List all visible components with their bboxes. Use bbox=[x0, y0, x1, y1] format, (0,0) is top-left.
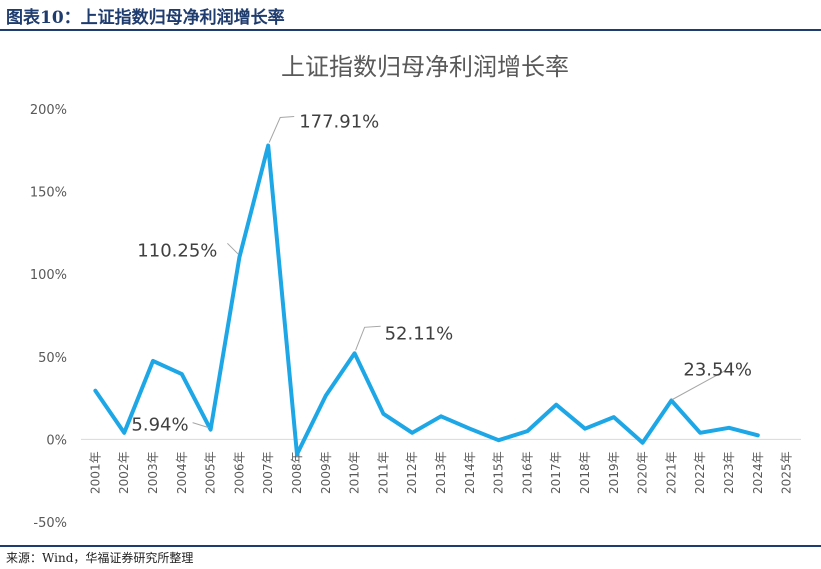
header-rule bbox=[0, 29, 821, 31]
y-tick-label: 50% bbox=[38, 351, 67, 366]
x-tick-label: 2018年 bbox=[578, 451, 592, 494]
x-axis: 2001年 2002年 2003年 2004年 2005年 2006年 2007年 2008年… bbox=[81, 438, 801, 494]
data-point bbox=[698, 431, 702, 435]
source-note: 来源：Wind，华福证券研究所整理 bbox=[6, 551, 194, 565]
data-point bbox=[525, 429, 529, 433]
data-point bbox=[612, 415, 616, 419]
data-label-leader bbox=[192, 422, 209, 429]
x-tick-label: 2003年 bbox=[146, 451, 160, 494]
data-label: 52.11% bbox=[385, 323, 454, 344]
x-tick-label: 2015年 bbox=[492, 451, 506, 494]
x-tick-label: 2022年 bbox=[693, 451, 707, 494]
data-label: 110.25% bbox=[137, 240, 217, 261]
x-tick-label: 2017年 bbox=[549, 451, 563, 494]
series-line bbox=[93, 143, 760, 457]
x-tick-label: 2024年 bbox=[751, 451, 765, 494]
x-tick-label: 2014年 bbox=[463, 451, 477, 494]
data-point bbox=[237, 255, 241, 259]
x-tick-label: 2002年 bbox=[117, 451, 131, 494]
y-tick-label: -50% bbox=[33, 516, 67, 531]
figure-title: 图表10：上证指数归母净利润增长率 bbox=[6, 8, 285, 28]
x-tick-label: 2004年 bbox=[175, 451, 189, 494]
x-tick-label: 2025年 bbox=[780, 451, 794, 494]
data-point bbox=[295, 452, 299, 456]
x-tick-label: 2008年 bbox=[290, 451, 304, 494]
data-label-leader bbox=[355, 325, 381, 351]
chart-title: 上证指数归母净利润增长率 bbox=[281, 53, 569, 81]
x-tick-label: 2006年 bbox=[232, 451, 246, 494]
data-point bbox=[122, 431, 126, 435]
x-tick-label: 2013年 bbox=[434, 451, 448, 494]
data-point bbox=[209, 428, 213, 432]
data-point bbox=[468, 427, 472, 431]
y-tick-label: 150% bbox=[30, 186, 67, 201]
data-point bbox=[641, 441, 645, 445]
x-tick-label: 2021年 bbox=[664, 451, 678, 494]
x-tick-label: 2023年 bbox=[722, 451, 736, 494]
x-tick-label: 2009年 bbox=[319, 451, 333, 494]
x-tick-label: 2011年 bbox=[376, 451, 390, 494]
data-label-layer: 5.94% 110.25% 177.91% 52.11% 23.54% bbox=[131, 111, 752, 435]
data-label-leader bbox=[268, 116, 295, 143]
data-point bbox=[180, 372, 184, 376]
y-tick-label: 0% bbox=[46, 433, 67, 448]
y-tick-label: 100% bbox=[30, 268, 67, 283]
data-point bbox=[669, 399, 673, 403]
data-point bbox=[93, 389, 97, 393]
data-point bbox=[381, 412, 385, 416]
x-tick-label: 2001年 bbox=[88, 451, 102, 494]
x-tick-label: 2020年 bbox=[636, 451, 650, 494]
data-label-leader bbox=[227, 242, 239, 255]
data-point bbox=[554, 403, 558, 407]
x-tick-label: 2016年 bbox=[520, 451, 534, 494]
line-chart: 上证指数归母净利润增长率 -50% 0% 50% 100% 150% 200% 2001年… bbox=[30, 53, 801, 531]
x-tick-label: 2010年 bbox=[348, 451, 362, 494]
x-tick-label: 2012年 bbox=[405, 451, 419, 494]
x-tick-label: 2005年 bbox=[204, 451, 218, 494]
data-label: 23.54% bbox=[683, 360, 752, 381]
data-point bbox=[583, 427, 587, 431]
data-point bbox=[151, 359, 155, 363]
y-tick-label: 200% bbox=[30, 103, 67, 118]
data-point bbox=[756, 433, 760, 437]
x-tick-label: 2007年 bbox=[261, 451, 275, 494]
footer-rule bbox=[0, 545, 821, 547]
data-label: 177.91% bbox=[299, 111, 379, 132]
data-point bbox=[497, 438, 501, 442]
data-point bbox=[727, 426, 731, 430]
data-point bbox=[410, 431, 414, 435]
data-point bbox=[266, 143, 270, 147]
data-point bbox=[324, 394, 328, 398]
figure-header: 图表10：上证指数归母净利润增长率 bbox=[0, 0, 821, 31]
data-label: 5.94% bbox=[131, 415, 188, 436]
x-tick-label: 2019年 bbox=[607, 451, 621, 494]
series-layer bbox=[93, 143, 760, 457]
y-axis: -50% 0% 50% 100% 150% 200% bbox=[30, 103, 67, 531]
data-point bbox=[439, 414, 443, 418]
data-label-leader bbox=[672, 370, 726, 400]
data-point bbox=[353, 351, 357, 355]
